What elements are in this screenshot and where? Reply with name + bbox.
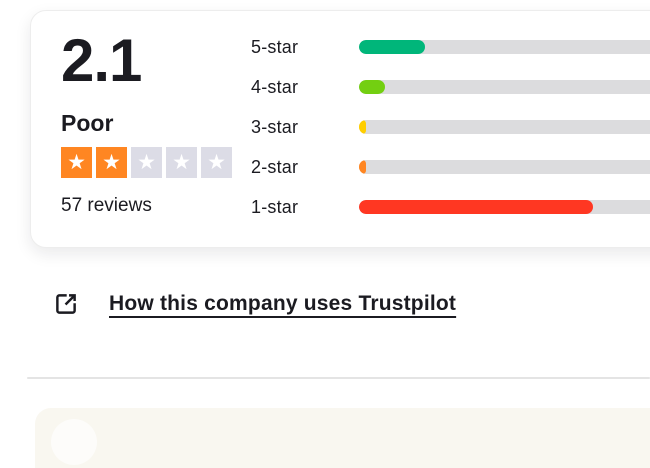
bar-fill: [359, 160, 366, 174]
bar-category-label: 5-star: [251, 36, 299, 57]
rating-bar-row[interactable]: 1-star: [251, 187, 650, 227]
bar-category-label: 3-star: [251, 116, 299, 137]
avatar: [51, 419, 97, 465]
link-label: How this company uses Trustpilot: [109, 292, 457, 315]
star-rating: ★ ★ ★ ★ ★: [61, 146, 251, 178]
star-empty-icon: ★: [131, 146, 162, 178]
how-company-uses-trustpilot-link[interactable]: How this company uses Trustpilot: [52, 290, 456, 318]
reviews-count: 57 reviews: [61, 194, 152, 216]
rating-distribution-chart: 5-star 4-star 3-star 2-star 1-star: [251, 27, 650, 227]
review-section-panel: [35, 408, 650, 468]
rating-summary-card: 2.1 Poor ★ ★ ★ ★ ★ 57 reviews 5-star 4-star 3-…: [30, 10, 650, 248]
bar-fill: [359, 120, 366, 134]
bar-track: [359, 200, 650, 214]
bar-fill: [359, 40, 425, 54]
bar-category-label: 1-star: [251, 196, 299, 217]
bar-track: [359, 80, 650, 94]
bar-track: [359, 160, 650, 174]
bar-track: [359, 40, 650, 54]
rating-bar-row[interactable]: 5-star: [251, 27, 650, 67]
bar-category-label: 2-star: [251, 156, 299, 177]
star-empty-icon: ★: [201, 146, 232, 178]
star-filled-icon: ★: [61, 146, 92, 178]
score-block: 2.1 Poor ★ ★ ★ ★ ★ 57 reviews: [61, 31, 251, 217]
external-link-icon: [52, 290, 80, 318]
rating-score: 2.1: [61, 27, 142, 94]
bar-track: [359, 120, 650, 134]
star-empty-icon: ★: [166, 146, 197, 178]
bar-fill: [359, 200, 594, 214]
star-filled-icon: ★: [96, 146, 127, 178]
bar-fill: [359, 80, 386, 94]
rating-bar-row[interactable]: 2-star: [251, 147, 650, 187]
rating-label: Poor: [61, 110, 114, 136]
rating-bar-row[interactable]: 3-star: [251, 107, 650, 147]
rating-bar-row[interactable]: 4-star: [251, 67, 650, 107]
bar-category-label: 4-star: [251, 76, 299, 97]
section-divider: [27, 377, 650, 379]
